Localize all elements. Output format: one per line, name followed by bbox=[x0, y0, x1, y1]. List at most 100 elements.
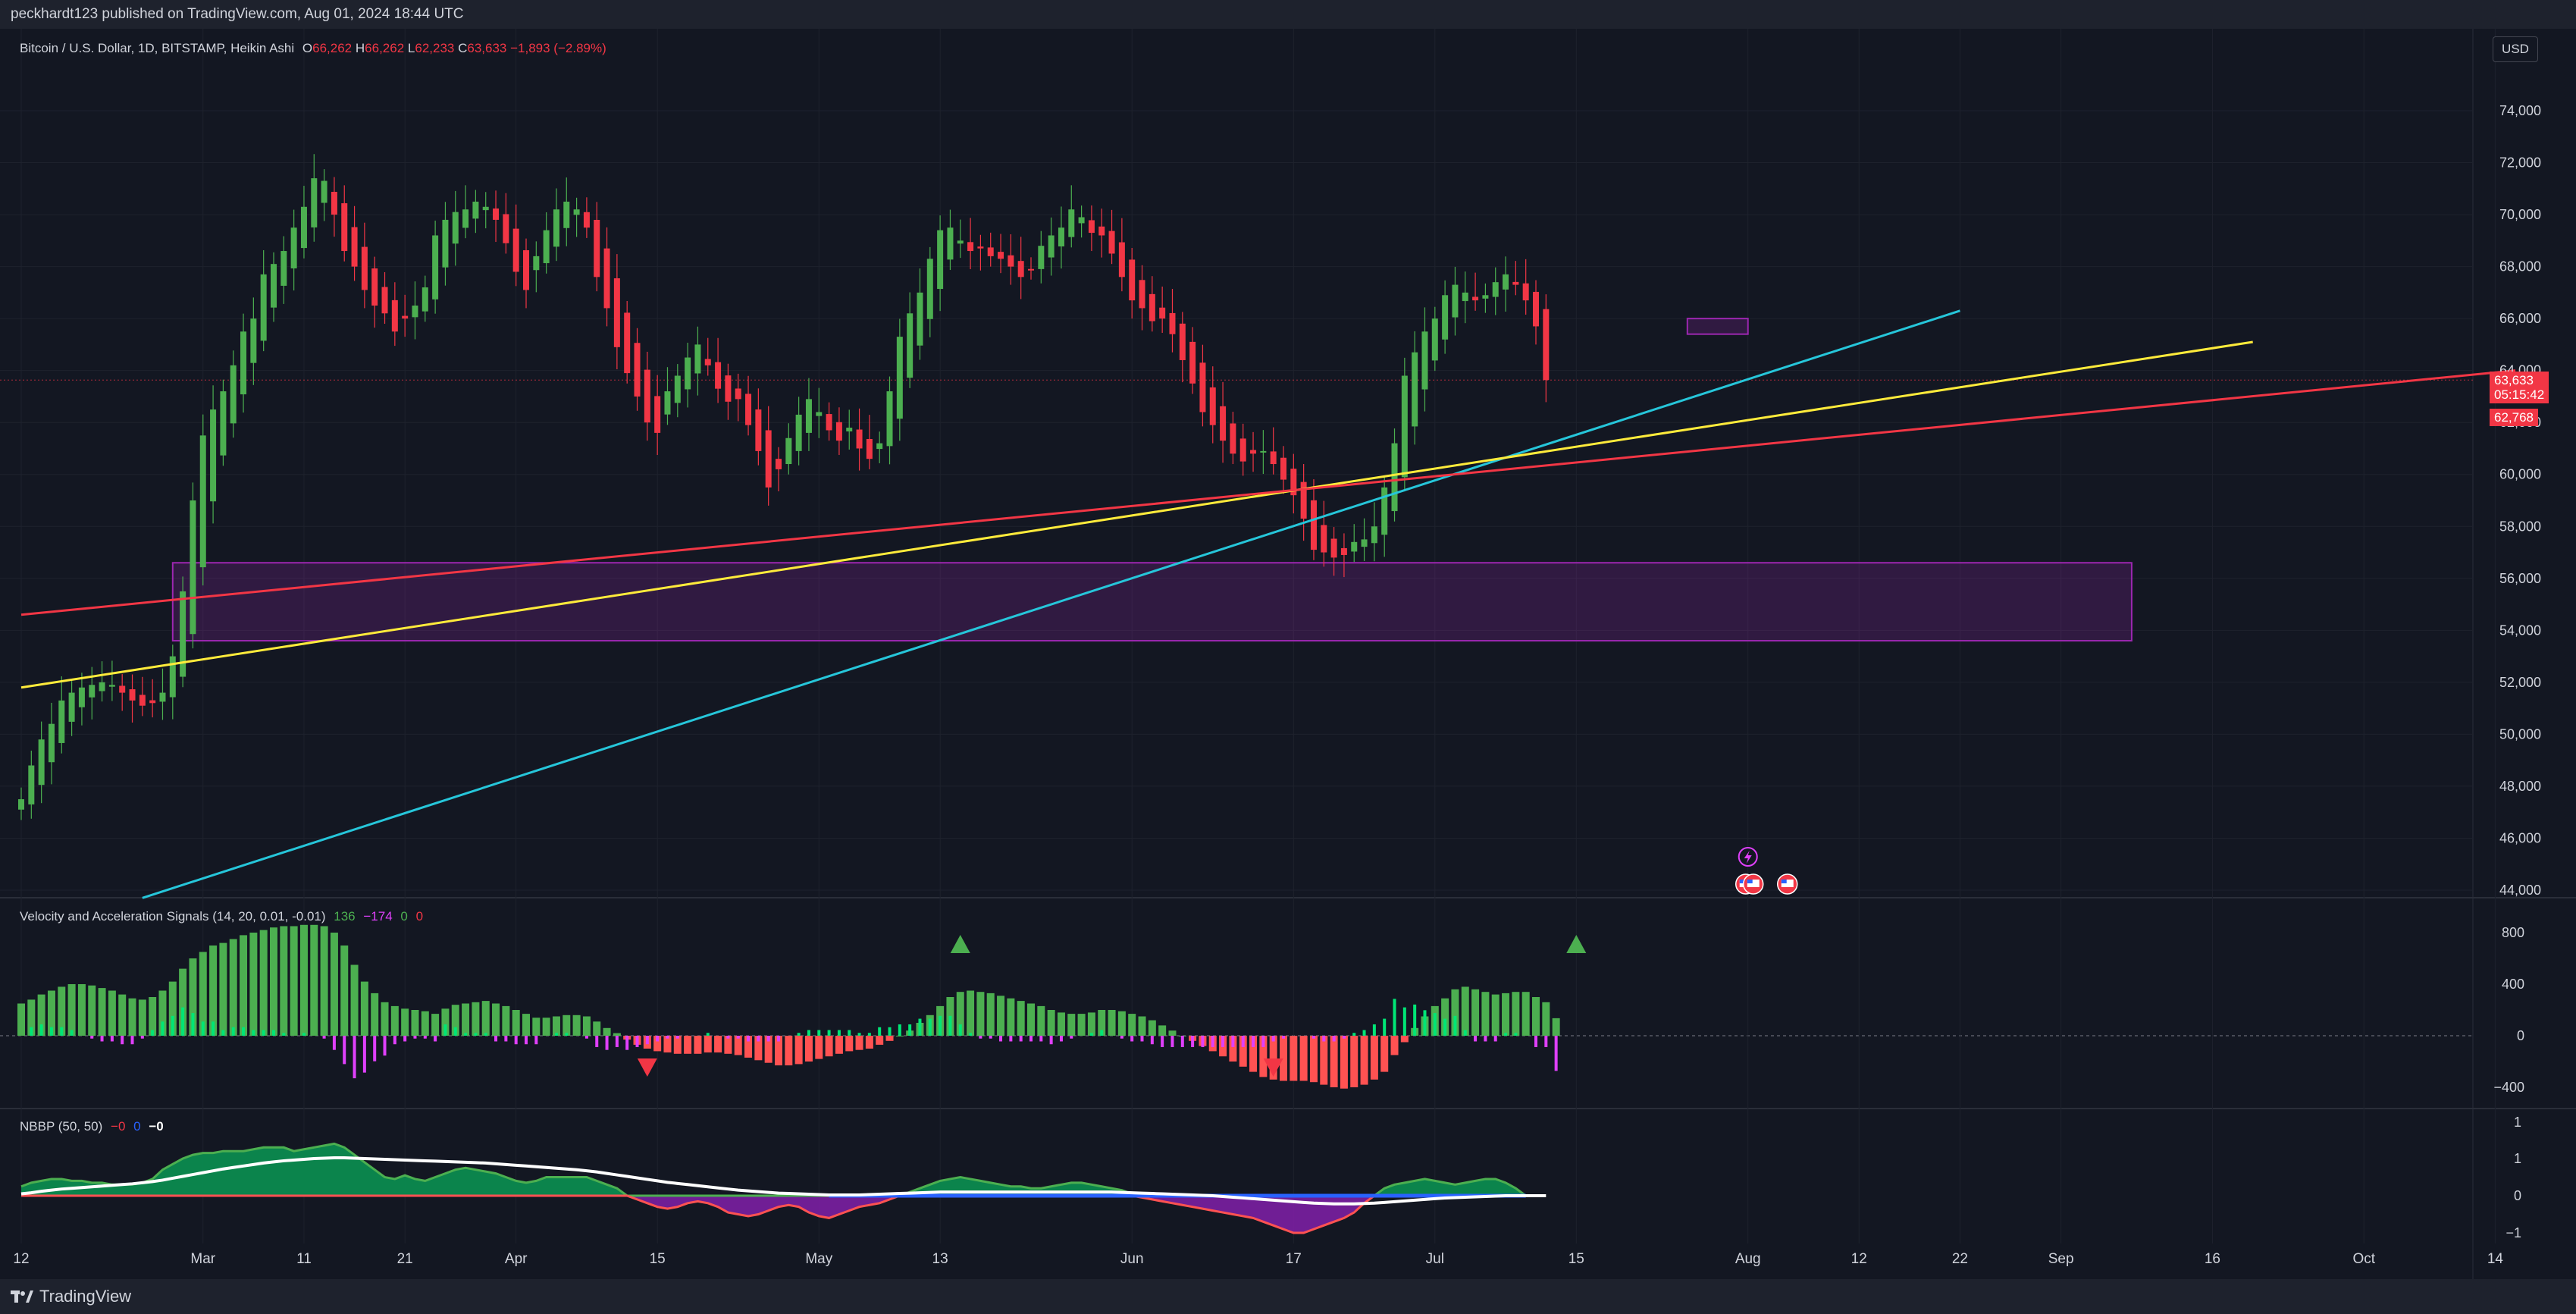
acceleration-bar bbox=[212, 1021, 215, 1036]
candle-body bbox=[271, 264, 277, 308]
acceleration-bar bbox=[353, 1036, 356, 1079]
candle-body bbox=[1472, 296, 1479, 301]
acceleration-bar bbox=[1211, 1036, 1214, 1047]
acceleration-bar bbox=[1504, 1033, 1508, 1036]
velocity-bar bbox=[885, 1036, 894, 1041]
tradingview-logo[interactable]: TradingView bbox=[11, 1287, 131, 1306]
candle-body bbox=[159, 692, 166, 702]
velocity-bar bbox=[37, 994, 45, 1036]
velocity-bar bbox=[179, 968, 187, 1036]
velocity-bar bbox=[1117, 1011, 1126, 1036]
candle-body bbox=[1028, 268, 1034, 271]
acceleration-bar bbox=[151, 1030, 155, 1036]
candle-body bbox=[280, 251, 287, 286]
candle-body bbox=[654, 396, 661, 433]
candle-body bbox=[1340, 547, 1347, 555]
candle-body bbox=[48, 723, 55, 763]
acceleration-bar bbox=[443, 1024, 447, 1036]
nbbp-value-2: 0 bbox=[133, 1119, 141, 1134]
velocity-bar bbox=[310, 924, 318, 1036]
currency-button[interactable]: USD bbox=[2493, 36, 2538, 62]
acceleration-bar bbox=[1433, 1013, 1437, 1036]
acceleration-bar bbox=[504, 1036, 508, 1042]
acceleration-bar bbox=[140, 1036, 144, 1039]
ohlc-close-label: C bbox=[458, 41, 468, 55]
velocity-bar bbox=[684, 1036, 692, 1054]
zones bbox=[0, 318, 2473, 642]
acceleration-bar bbox=[1009, 1036, 1013, 1042]
candle-body bbox=[917, 292, 923, 346]
acceleration-bar bbox=[1443, 1018, 1447, 1036]
nbbp-area bbox=[20, 1142, 1547, 1234]
acceleration-bar bbox=[181, 1007, 185, 1036]
candle-body bbox=[472, 201, 479, 219]
velocity-bar bbox=[189, 958, 197, 1036]
flag-canton bbox=[1781, 880, 1787, 883]
candle-body bbox=[119, 685, 126, 693]
velocity-bar bbox=[1280, 1036, 1287, 1081]
velocity-bar bbox=[1390, 1036, 1399, 1055]
acceleration-bar bbox=[726, 1036, 730, 1039]
velocity-bar bbox=[249, 933, 258, 1036]
acceleration-bar bbox=[90, 1036, 94, 1039]
velocity-bar bbox=[1360, 1036, 1368, 1085]
acceleration-bar bbox=[49, 1027, 53, 1036]
time-tick-label: 15 bbox=[1568, 1251, 1584, 1267]
velocity-bar bbox=[1552, 1018, 1560, 1036]
candle-body bbox=[1038, 246, 1045, 269]
candle-body bbox=[1300, 481, 1307, 519]
candle-body bbox=[634, 343, 641, 397]
velocity-bar bbox=[804, 1036, 813, 1062]
candle-body bbox=[230, 365, 237, 424]
price-axes: 74,00072,00070,00068,00066,00064,00062,0… bbox=[2493, 103, 2541, 1240]
velocity-bar bbox=[451, 1005, 459, 1036]
candle-body bbox=[846, 428, 853, 431]
candle-body bbox=[1391, 443, 1398, 512]
velocity-bar bbox=[1502, 993, 1510, 1036]
candle-body bbox=[1533, 291, 1539, 327]
candle-body bbox=[1058, 227, 1064, 247]
acceleration-bar bbox=[171, 1015, 174, 1036]
velocity-bar bbox=[240, 935, 248, 1036]
candle-body bbox=[1381, 487, 1388, 535]
chart-canvas[interactable]: 74,00072,00070,00068,00066,00064,00062,0… bbox=[0, 29, 2576, 1279]
acceleration-bar bbox=[1332, 1036, 1336, 1042]
event-markers[interactable] bbox=[1735, 847, 1798, 895]
tradingview-logo-icon bbox=[11, 1290, 33, 1303]
candle-body bbox=[765, 430, 772, 488]
acceleration-bar bbox=[989, 1036, 992, 1039]
nbbp-negative-line bbox=[21, 1194, 1526, 1234]
time-tick-label: 14 bbox=[2487, 1251, 2504, 1267]
nbbp-tick-label: 1 bbox=[2514, 1151, 2521, 1166]
velocity-value-1: 136 bbox=[334, 909, 356, 924]
acceleration-bar bbox=[817, 1030, 821, 1036]
main-legend: Bitcoin / U.S. Dollar, 1D, BITSTAMP, Hei… bbox=[20, 41, 606, 56]
velocity-bar bbox=[1370, 1036, 1378, 1080]
nbbp-baseline bbox=[20, 1156, 1547, 1206]
velocity-bar bbox=[855, 1036, 863, 1050]
acceleration-bar bbox=[362, 1036, 366, 1073]
acceleration-bar bbox=[1393, 999, 1396, 1036]
price-tick-label: 72,000 bbox=[2499, 155, 2541, 171]
velocity-bar bbox=[1340, 1036, 1348, 1089]
candle-body bbox=[58, 700, 65, 743]
price-tick-label: 52,000 bbox=[2499, 675, 2541, 690]
velocity-bar bbox=[1087, 1012, 1095, 1036]
velocity-bar bbox=[552, 1016, 560, 1036]
acceleration-bar bbox=[262, 1030, 265, 1036]
candle-body bbox=[1492, 282, 1499, 297]
ohlc-change: −1,893 (−2.89%) bbox=[510, 41, 606, 55]
acceleration-bar bbox=[1201, 1036, 1205, 1047]
velocity-bar bbox=[259, 930, 268, 1036]
candle-body bbox=[38, 739, 45, 786]
trendlines[interactable] bbox=[20, 309, 2516, 899]
velocity-bar bbox=[1229, 1036, 1237, 1062]
acceleration-bar bbox=[1342, 1036, 1346, 1039]
velocity-bar bbox=[603, 1027, 611, 1036]
time-tick-label: 21 bbox=[397, 1251, 413, 1267]
velocity-bar bbox=[1138, 1016, 1146, 1036]
velocity-bar bbox=[1269, 1036, 1277, 1080]
ohlc-high-label: H bbox=[355, 41, 365, 55]
buy-signal-arrow bbox=[1566, 935, 1587, 953]
candle-body bbox=[947, 227, 954, 260]
